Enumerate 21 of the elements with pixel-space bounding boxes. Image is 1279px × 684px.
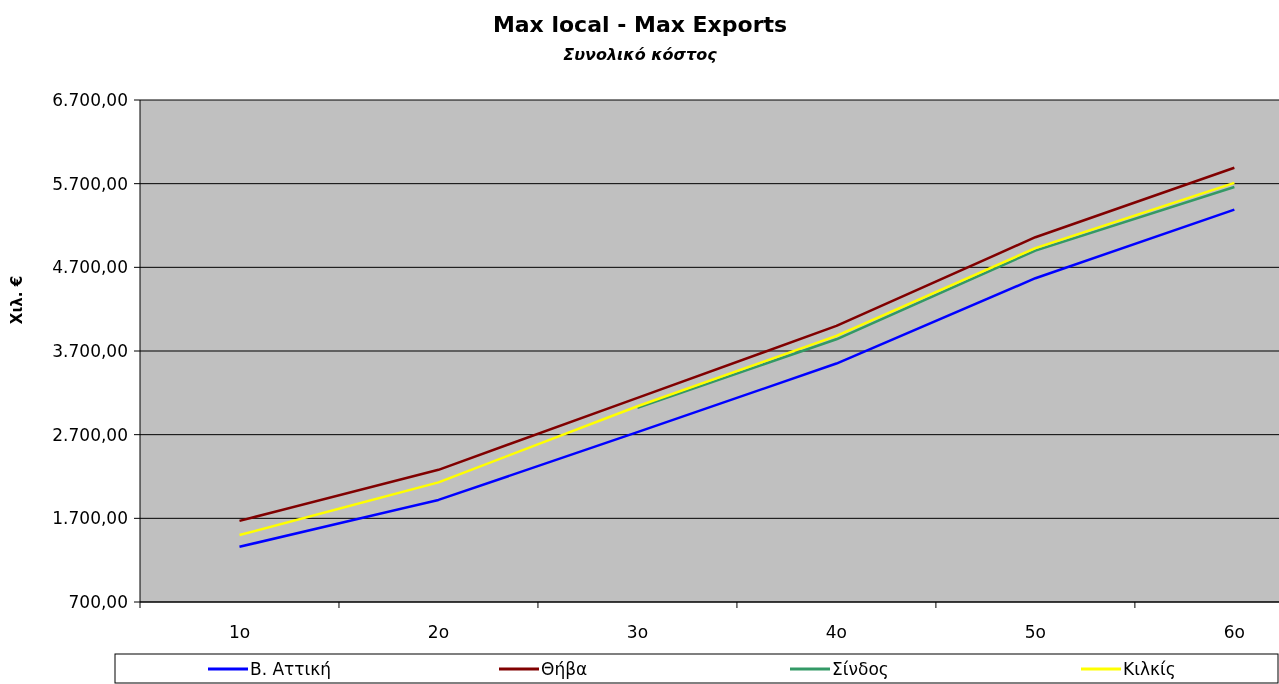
x-tick-label: 2o xyxy=(427,622,450,642)
y-tick-label: 5.700,00 xyxy=(52,173,128,194)
y-tick-label: 2.700,00 xyxy=(52,424,128,445)
x-tick-label: 6o xyxy=(1223,622,1245,642)
y-axis-title: Χιλ. € xyxy=(8,275,26,325)
x-tick-label: 4o xyxy=(825,622,848,642)
x-tick-label: 1o xyxy=(228,622,251,642)
legend-label: Σίνδος xyxy=(832,659,889,679)
line-series xyxy=(636,185,1236,410)
x-tick-label: 3o xyxy=(626,622,649,642)
legend-label: Κιλκίς xyxy=(1123,659,1176,679)
y-tick-label: 6.700,00 xyxy=(52,90,128,110)
chart-subtitle: Συνολικό κόστος xyxy=(563,45,718,64)
legend-label: Θήβα xyxy=(541,659,588,679)
y-tick-label: 3.700,00 xyxy=(52,341,128,361)
y-tick-label: 700,00 xyxy=(68,592,128,612)
y-tick-label: 4.700,00 xyxy=(52,257,128,278)
legend-label: Β. Αττική xyxy=(250,659,332,679)
y-tick-label: 1.700,00 xyxy=(52,508,128,529)
x-tick-label: 5o xyxy=(1024,622,1046,642)
chart-title: Max local - Max Exports xyxy=(492,12,788,37)
